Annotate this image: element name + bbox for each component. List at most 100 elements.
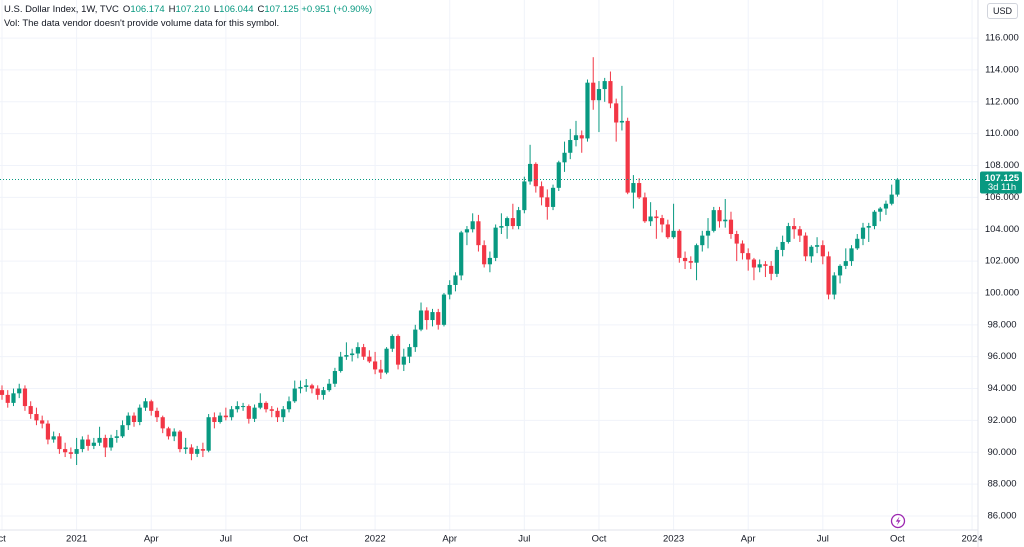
candle-body bbox=[860, 227, 866, 239]
candle-body bbox=[395, 335, 401, 365]
candle-body bbox=[855, 238, 860, 249]
y-tick-label: 102.000 bbox=[985, 256, 1019, 267]
candle-body bbox=[68, 452, 73, 454]
candle-body bbox=[700, 235, 705, 246]
ohlc-fields: O106.174 H107.210 L106.044 C107.125 bbox=[119, 4, 299, 15]
candle-body bbox=[453, 275, 458, 285]
x-tick-label: 2021 bbox=[66, 534, 87, 545]
candle-body bbox=[0, 390, 5, 395]
last-price-label: 107.125 bbox=[985, 173, 1020, 184]
candle-body bbox=[240, 406, 246, 408]
candle-body bbox=[120, 425, 125, 437]
candle-body bbox=[499, 226, 504, 228]
y-tick-label: 114.000 bbox=[985, 64, 1019, 75]
candle-body bbox=[516, 210, 521, 227]
candle-body bbox=[206, 417, 211, 451]
candle-body bbox=[126, 415, 131, 426]
candle-body bbox=[166, 428, 171, 437]
x-tick-label: Jul bbox=[220, 534, 232, 545]
candle-body bbox=[625, 120, 630, 193]
candle-body bbox=[522, 181, 527, 211]
candle-body bbox=[866, 226, 871, 228]
candle-body bbox=[757, 264, 762, 268]
candle-body bbox=[154, 410, 160, 418]
candle-body bbox=[269, 409, 274, 411]
candle-body bbox=[837, 265, 843, 276]
candle-body bbox=[476, 221, 481, 246]
candle-body bbox=[183, 447, 188, 450]
symbol-title: U.S. Dollar Index, 1W, TVC bbox=[4, 4, 119, 15]
candle-body bbox=[131, 415, 137, 422]
candle-body bbox=[80, 439, 85, 450]
candle-body bbox=[40, 420, 45, 424]
candle-body bbox=[728, 219, 734, 235]
y-tick-label: 86.000 bbox=[987, 510, 1016, 521]
event-bolt bbox=[895, 516, 901, 526]
y-tick-label: 98.000 bbox=[987, 319, 1016, 330]
candle-body bbox=[424, 310, 429, 321]
candle-body bbox=[814, 245, 820, 247]
candle-body bbox=[86, 439, 91, 446]
candle-body bbox=[705, 230, 711, 236]
candle-body bbox=[527, 163, 533, 182]
candle-body bbox=[91, 442, 96, 446]
candle-body bbox=[596, 89, 602, 101]
y-tick-label: 90.000 bbox=[987, 447, 1016, 458]
candle-body bbox=[137, 407, 142, 422]
x-tick-label: Oct bbox=[592, 534, 607, 545]
candle-body bbox=[562, 152, 567, 163]
candle-body bbox=[591, 82, 596, 101]
y-tick-label: 116.000 bbox=[985, 33, 1019, 44]
x-tick-label: ct bbox=[0, 534, 6, 545]
candle-body bbox=[298, 386, 303, 389]
candle-body bbox=[780, 241, 785, 250]
y-tick-label: 88.000 bbox=[987, 479, 1016, 490]
candle-body bbox=[539, 186, 544, 198]
candle-body bbox=[436, 312, 441, 325]
field-key: L bbox=[213, 4, 220, 15]
candle-body bbox=[688, 261, 693, 263]
candle-body bbox=[17, 388, 22, 394]
candle-body bbox=[74, 449, 79, 454]
candle-body bbox=[510, 218, 515, 227]
x-tick-label: Jul bbox=[518, 534, 530, 545]
candle-body bbox=[367, 356, 372, 362]
y-tick-label: 112.000 bbox=[985, 96, 1019, 107]
candle-body bbox=[614, 103, 619, 123]
field-key: H bbox=[168, 4, 176, 15]
candle-body bbox=[602, 81, 607, 90]
candle-body bbox=[694, 245, 699, 263]
candle-body bbox=[304, 385, 309, 387]
candle-body bbox=[682, 257, 688, 262]
candle-body bbox=[654, 216, 659, 219]
candle-body bbox=[832, 275, 837, 295]
x-tick-label: Apr bbox=[442, 534, 457, 545]
candle-body bbox=[63, 449, 68, 453]
candle-body bbox=[258, 402, 263, 408]
candle-body bbox=[843, 261, 848, 266]
candle-body bbox=[246, 406, 251, 419]
candle-body bbox=[459, 232, 464, 276]
candle-body bbox=[619, 120, 625, 123]
candle-body bbox=[321, 390, 326, 395]
candle-body bbox=[292, 388, 297, 402]
candle-body bbox=[579, 135, 584, 139]
candle-body bbox=[407, 347, 412, 357]
candle-body bbox=[631, 183, 636, 193]
currency-button[interactable]: USD bbox=[986, 3, 1018, 19]
candle-body bbox=[390, 335, 395, 349]
x-tick-label: 2023 bbox=[663, 534, 684, 545]
x-tick-label: 2022 bbox=[365, 534, 386, 545]
candle-body bbox=[263, 402, 269, 410]
candle-body bbox=[286, 401, 292, 410]
candle-body bbox=[252, 407, 257, 419]
legend-header: U.S. Dollar Index, 1W, TVC O106.174 H107.2… bbox=[4, 3, 372, 31]
candle-body bbox=[229, 409, 234, 418]
x-tick-label: Apr bbox=[741, 534, 756, 545]
candle-body bbox=[746, 253, 751, 260]
candle-body bbox=[585, 82, 590, 139]
candle-body bbox=[671, 230, 676, 238]
x-tick-label: 2024 bbox=[961, 534, 982, 545]
candle-body bbox=[889, 194, 894, 204]
x-tick-label: Apr bbox=[144, 534, 159, 545]
